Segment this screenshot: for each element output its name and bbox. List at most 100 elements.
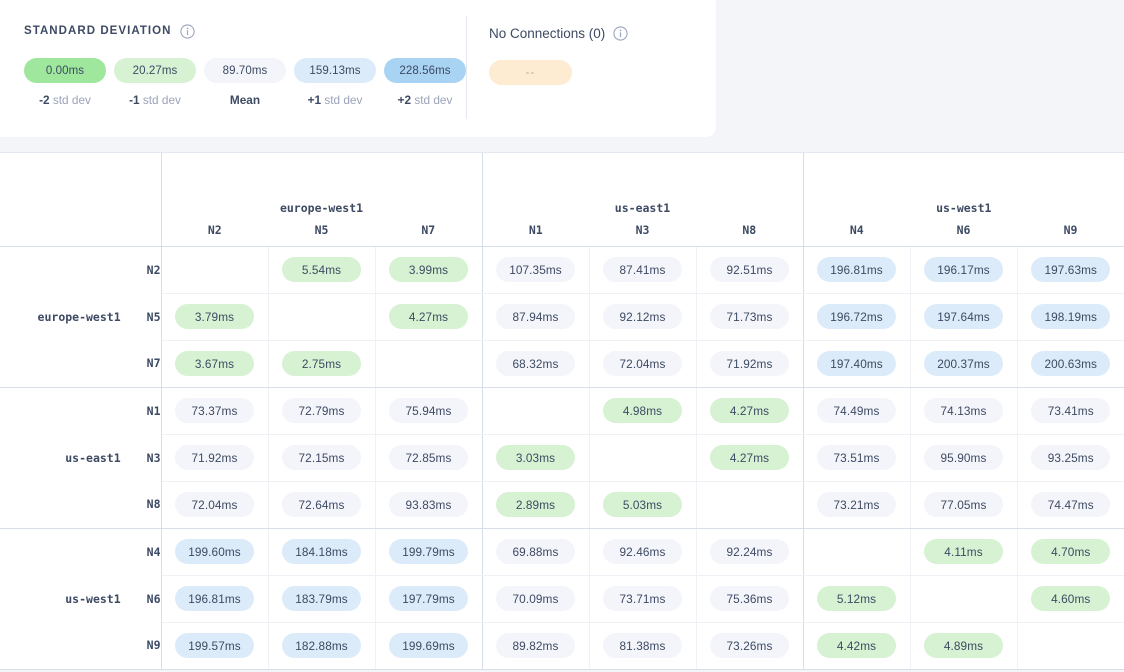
latency-cell[interactable]: 3.03ms	[481, 434, 589, 482]
latency-cell[interactable]: 73.41ms	[1016, 387, 1124, 435]
latency-cell[interactable]: 3.79ms	[160, 293, 268, 341]
latency-cell[interactable]: 73.51ms	[802, 434, 910, 482]
latency-cell[interactable]: 5.03ms	[588, 481, 696, 529]
latency-cell[interactable]: 199.60ms	[160, 528, 268, 576]
latency-cell[interactable]: 196.17ms	[909, 246, 1017, 294]
latency-cell[interactable]: 200.63ms	[1016, 340, 1124, 388]
latency-cell[interactable]: 72.64ms	[267, 481, 375, 529]
latency-cell[interactable]: 199.79ms	[374, 528, 482, 576]
latency-cell[interactable]: 92.51ms	[695, 246, 803, 294]
latency-pill: 199.57ms	[175, 633, 254, 658]
latency-cell[interactable]: 4.42ms	[802, 622, 910, 670]
column-node-label-N8: N8	[696, 215, 803, 247]
latency-cell[interactable]: 4.27ms	[695, 387, 803, 435]
latency-cell[interactable]	[267, 293, 375, 341]
latency-cell[interactable]: 4.89ms	[909, 622, 1017, 670]
latency-cell[interactable]: 4.98ms	[588, 387, 696, 435]
latency-cell[interactable]: 196.72ms	[802, 293, 910, 341]
latency-cell[interactable]: 93.83ms	[374, 481, 482, 529]
latency-cell[interactable]: 196.81ms	[802, 246, 910, 294]
std-dev-chip-col: 89.70ms Mean	[204, 58, 286, 107]
latency-cell[interactable]: 92.46ms	[588, 528, 696, 576]
latency-cell[interactable]	[588, 434, 696, 482]
latency-cell[interactable]: 72.15ms	[267, 434, 375, 482]
latency-cell[interactable]: 184.18ms	[267, 528, 375, 576]
latency-cell[interactable]: 3.99ms	[374, 246, 482, 294]
latency-cell[interactable]: 92.12ms	[588, 293, 696, 341]
std-dev-header: STANDARD DEVIATION	[24, 22, 466, 40]
latency-cell[interactable]: 200.37ms	[909, 340, 1017, 388]
latency-pill: 73.71ms	[603, 586, 682, 611]
latency-cell[interactable]: 73.71ms	[588, 575, 696, 623]
latency-cell[interactable]: 95.90ms	[909, 434, 1017, 482]
latency-matrix: europe-west1 us-east1 us-west1 N2 N5 N7 N1 N3 N…	[0, 152, 1124, 670]
latency-cell[interactable]: 74.49ms	[802, 387, 910, 435]
latency-cell[interactable]: 69.88ms	[481, 528, 589, 576]
latency-cell[interactable]: 73.21ms	[802, 481, 910, 529]
latency-cell[interactable]: 2.89ms	[481, 481, 589, 529]
latency-cell[interactable]: 89.82ms	[481, 622, 589, 670]
latency-cell[interactable]: 72.79ms	[267, 387, 375, 435]
latency-cell[interactable]: 4.27ms	[374, 293, 482, 341]
info-icon[interactable]	[179, 23, 195, 39]
latency-cell[interactable]: 199.69ms	[374, 622, 482, 670]
column-node-label-N5: N5	[268, 215, 375, 247]
latency-cell[interactable]: 74.47ms	[1016, 481, 1124, 529]
latency-cell[interactable]: 199.57ms	[160, 622, 268, 670]
table-row: N9 199.57ms 182.88ms 199.69ms 89.82ms 81.38ms…	[0, 622, 1124, 670]
latency-cell[interactable]: 74.13ms	[909, 387, 1017, 435]
latency-cell[interactable]	[481, 387, 589, 435]
latency-cell[interactable]: 4.70ms	[1016, 528, 1124, 576]
info-icon[interactable]	[613, 25, 628, 41]
latency-cell[interactable]: 3.67ms	[160, 340, 268, 388]
latency-pill: 71.73ms	[710, 304, 789, 329]
latency-pill: 199.79ms	[389, 539, 468, 564]
latency-cell[interactable]: 72.85ms	[374, 434, 482, 482]
latency-cell[interactable]: 4.11ms	[909, 528, 1017, 576]
latency-cell[interactable]	[695, 481, 803, 529]
column-node-label-N1: N1	[481, 215, 589, 247]
latency-cell[interactable]: 71.92ms	[695, 340, 803, 388]
latency-cell[interactable]: 197.40ms	[802, 340, 910, 388]
latency-cell[interactable]: 93.25ms	[1016, 434, 1124, 482]
latency-cell[interactable]: 73.26ms	[695, 622, 803, 670]
latency-cell[interactable]: 4.27ms	[695, 434, 803, 482]
latency-cell[interactable]: 75.94ms	[374, 387, 482, 435]
latency-cell[interactable]: 71.73ms	[695, 293, 803, 341]
latency-cell[interactable]	[802, 528, 910, 576]
latency-pill: 72.15ms	[282, 445, 361, 470]
column-node-header-row: N2 N5 N7 N1 N3 N8 N4 N6 N9	[0, 215, 1124, 247]
latency-cell[interactable]: 196.81ms	[160, 575, 268, 623]
latency-cell[interactable]: 75.36ms	[695, 575, 803, 623]
latency-cell[interactable]: 197.64ms	[909, 293, 1017, 341]
std-dev-chip-col: 20.27ms -1 std dev	[114, 58, 196, 107]
latency-cell[interactable]	[909, 575, 1017, 623]
latency-pill: 72.64ms	[282, 492, 361, 517]
latency-cell[interactable]: 71.92ms	[160, 434, 268, 482]
latency-cell[interactable]: 182.88ms	[267, 622, 375, 670]
latency-cell[interactable]: 87.94ms	[481, 293, 589, 341]
column-group-header-row: europe-west1 us-east1 us-west1	[0, 153, 1124, 215]
latency-cell[interactable]: 183.79ms	[267, 575, 375, 623]
std-dev-chip-col: 159.13ms +1 std dev	[294, 58, 376, 107]
latency-cell[interactable]: 197.63ms	[1016, 246, 1124, 294]
latency-cell[interactable]: 4.60ms	[1016, 575, 1124, 623]
latency-cell[interactable]: 70.09ms	[481, 575, 589, 623]
latency-cell[interactable]: 5.12ms	[802, 575, 910, 623]
latency-cell[interactable]: 2.75ms	[267, 340, 375, 388]
latency-cell[interactable]: 72.04ms	[588, 340, 696, 388]
latency-cell[interactable]: 72.04ms	[160, 481, 268, 529]
latency-cell[interactable]: 73.37ms	[160, 387, 268, 435]
latency-cell[interactable]: 81.38ms	[588, 622, 696, 670]
latency-cell[interactable]	[1016, 622, 1124, 670]
latency-cell[interactable]: 92.24ms	[695, 528, 803, 576]
latency-cell[interactable]: 87.41ms	[588, 246, 696, 294]
latency-cell[interactable]: 197.79ms	[374, 575, 482, 623]
latency-cell[interactable]	[160, 246, 268, 294]
latency-cell[interactable]: 77.05ms	[909, 481, 1017, 529]
latency-cell[interactable]: 68.32ms	[481, 340, 589, 388]
latency-cell[interactable]: 107.35ms	[481, 246, 589, 294]
latency-cell[interactable]: 5.54ms	[267, 246, 375, 294]
latency-cell[interactable]: 198.19ms	[1016, 293, 1124, 341]
latency-cell[interactable]	[374, 340, 482, 388]
